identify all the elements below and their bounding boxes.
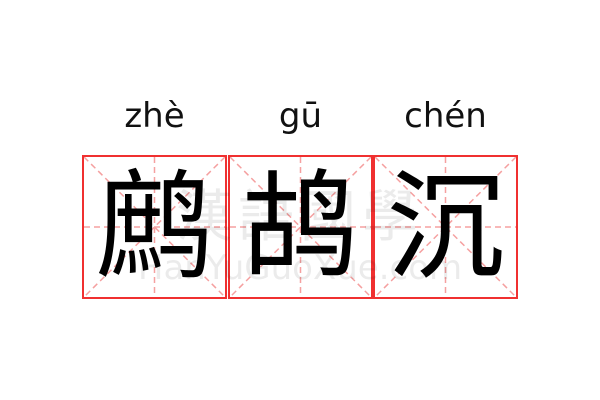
grid-cell-1: 鹧: [82, 155, 227, 299]
hanzi-3: 沉: [386, 158, 505, 296]
grid-guides: [375, 157, 516, 297]
grid-guides: [230, 157, 371, 297]
grid-cell-3: 沉: [373, 155, 518, 299]
watermark-chinese: 漢語國學: [176, 185, 424, 250]
hanzi-1: 鹧: [95, 158, 214, 296]
grid-cell-2: 鸪: [228, 155, 373, 299]
pinyin-1: zhè: [124, 96, 185, 136]
pinyin-3: chén: [404, 96, 487, 136]
grid-guides: [84, 157, 225, 297]
hanzi-2: 鸪: [241, 158, 360, 296]
pinyin-2: gū: [278, 96, 323, 136]
watermark-latin: HanYuGuoXue.com: [137, 248, 463, 288]
